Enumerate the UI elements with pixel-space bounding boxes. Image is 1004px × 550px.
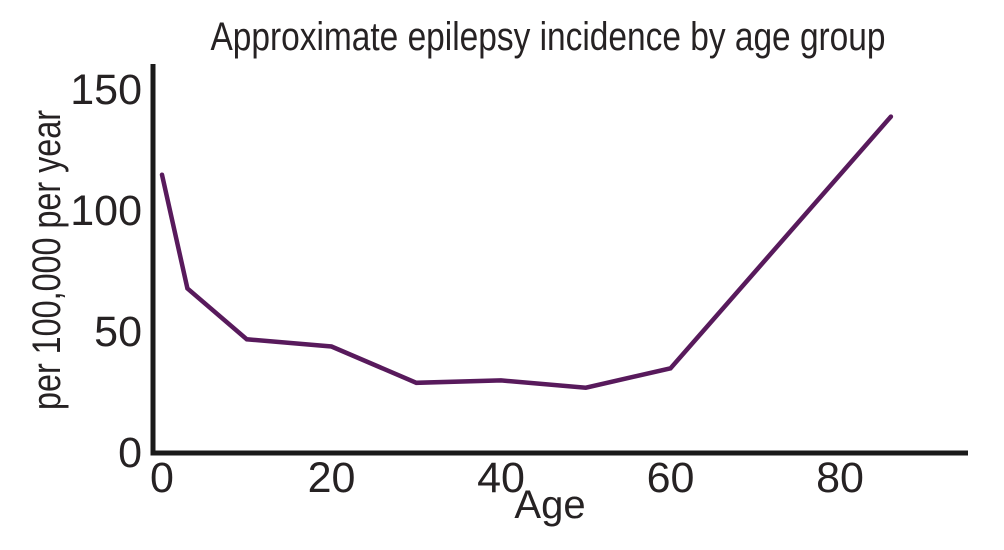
y-axis-label: per 100,000 per year <box>25 110 69 410</box>
x-tick-0: 0 <box>150 454 174 502</box>
y-tick-50: 50 <box>94 308 142 356</box>
x-tick-40: 40 <box>477 454 525 502</box>
y-tick-0: 0 <box>118 429 142 477</box>
x-tick-80: 80 <box>816 454 864 502</box>
x-tick-20: 20 <box>308 454 356 502</box>
incidence-line-series <box>159 114 894 390</box>
chart-title: Approximate epilepsy incidence by age gr… <box>211 15 886 59</box>
y-tick-100: 100 <box>70 187 142 235</box>
x-axis-label: Age <box>514 483 585 527</box>
y-tick-labels: 0 50 100 150 <box>70 66 142 477</box>
x-tick-labels: 0 20 40 60 80 <box>150 454 864 502</box>
y-tick-150: 150 <box>70 66 142 114</box>
x-tick-60: 60 <box>647 454 695 502</box>
